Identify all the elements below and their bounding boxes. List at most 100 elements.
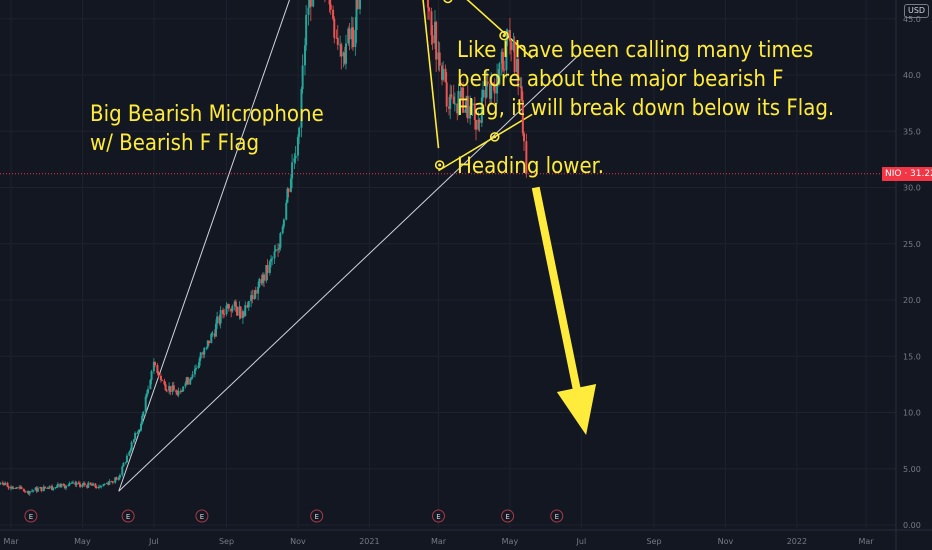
candle-body	[115, 477, 118, 480]
trendline-flag-pole	[422, 0, 440, 149]
candle-body	[72, 482, 75, 484]
candle-body	[520, 86, 523, 101]
candle-body	[308, 0, 311, 8]
candle-body	[480, 97, 483, 123]
candle-body	[241, 311, 244, 319]
candle-body	[227, 304, 230, 309]
candle-body	[50, 485, 53, 491]
candle-body	[356, 0, 359, 10]
candle-body	[433, 22, 436, 44]
candle-body	[293, 158, 296, 163]
candle-body	[86, 485, 89, 488]
candle-body	[298, 127, 301, 137]
candle-body	[132, 439, 135, 443]
candle-body	[500, 51, 503, 64]
candle-body	[19, 487, 22, 489]
candle-body	[277, 249, 280, 251]
candle-body	[87, 482, 90, 488]
candle-body	[20, 487, 23, 490]
candle-body	[498, 63, 501, 85]
annotation-left: Big Bearish Microphone w/ Bearish F Flag	[90, 102, 324, 156]
candle-body	[136, 432, 139, 434]
currency-badge[interactable]: USD	[904, 4, 930, 18]
y-tick-label: 20.0	[903, 296, 921, 305]
candle-body	[67, 485, 70, 487]
earnings-marker	[310, 509, 324, 523]
candle-body	[60, 483, 63, 488]
y-tick-label: 5.00	[903, 465, 921, 474]
x-tick-label: Sep	[646, 537, 661, 546]
candle-body	[525, 141, 528, 174]
candle-body	[46, 487, 49, 489]
earnings-marker	[550, 509, 564, 523]
candle-body	[274, 249, 277, 252]
candle-body	[40, 487, 43, 492]
candle-body	[172, 385, 175, 391]
candle-body	[157, 373, 160, 376]
candle-body	[517, 59, 520, 87]
candle-body	[122, 463, 125, 467]
candle-body	[55, 486, 58, 488]
candle-body	[270, 259, 273, 262]
candle-body	[99, 486, 102, 488]
candle-body	[14, 487, 17, 489]
candle-body	[273, 251, 276, 259]
candle-body	[289, 178, 292, 192]
candle-body	[281, 226, 284, 234]
earnings-label: E	[29, 513, 33, 521]
candle-body	[150, 371, 153, 380]
candle-body	[523, 133, 525, 142]
candle-body	[210, 333, 213, 344]
trendline-microphone-upper	[118, 0, 290, 492]
candle-body	[265, 265, 268, 281]
candle-body	[286, 188, 289, 203]
candle-body	[352, 27, 354, 48]
candle-body	[124, 462, 127, 464]
candle-body	[508, 29, 511, 42]
candle-body	[435, 22, 438, 60]
candle-body	[193, 369, 196, 375]
candle-body	[515, 59, 518, 73]
candle-body	[186, 377, 189, 385]
flag-marker-dot	[493, 135, 497, 139]
candle-body	[294, 155, 297, 159]
x-tick-label: Nov	[290, 537, 306, 546]
candle-body	[462, 87, 465, 113]
candle-body	[250, 295, 253, 302]
candle-body	[12, 487, 15, 489]
flag-marker	[489, 132, 500, 142]
candle-body	[329, 4, 332, 10]
candle-body	[103, 483, 106, 485]
candle-body	[486, 81, 489, 84]
candle-body	[262, 274, 265, 281]
candle-body	[233, 301, 236, 307]
candle-body	[1, 482, 4, 485]
x-tick-label: 2021	[359, 537, 379, 546]
candle-body	[168, 386, 171, 391]
grid	[0, 0, 896, 528]
candle-body	[15, 487, 18, 489]
candle-body	[218, 316, 221, 324]
candle-body	[47, 487, 50, 489]
y-tick-label: 40.0	[903, 71, 921, 80]
candle-body	[199, 352, 202, 359]
candle-body	[34, 487, 37, 491]
candle-body	[359, 0, 362, 10]
candle-body	[257, 286, 260, 294]
trendlines	[118, 0, 582, 492]
candle-body	[207, 340, 210, 344]
candle-body	[271, 258, 274, 260]
x-tick-label: Nov	[718, 537, 734, 546]
candle-body	[81, 484, 84, 487]
annotation-right: Like I have been calling many times befo…	[457, 38, 835, 179]
candle-body	[0, 482, 2, 484]
earnings-label: E	[314, 513, 318, 521]
candle-body	[496, 75, 499, 94]
candle-body	[59, 483, 62, 488]
y-tick-label: 30.0	[903, 184, 921, 193]
candle-body	[291, 162, 294, 179]
candle-body	[91, 483, 94, 486]
candle-body	[56, 483, 59, 487]
